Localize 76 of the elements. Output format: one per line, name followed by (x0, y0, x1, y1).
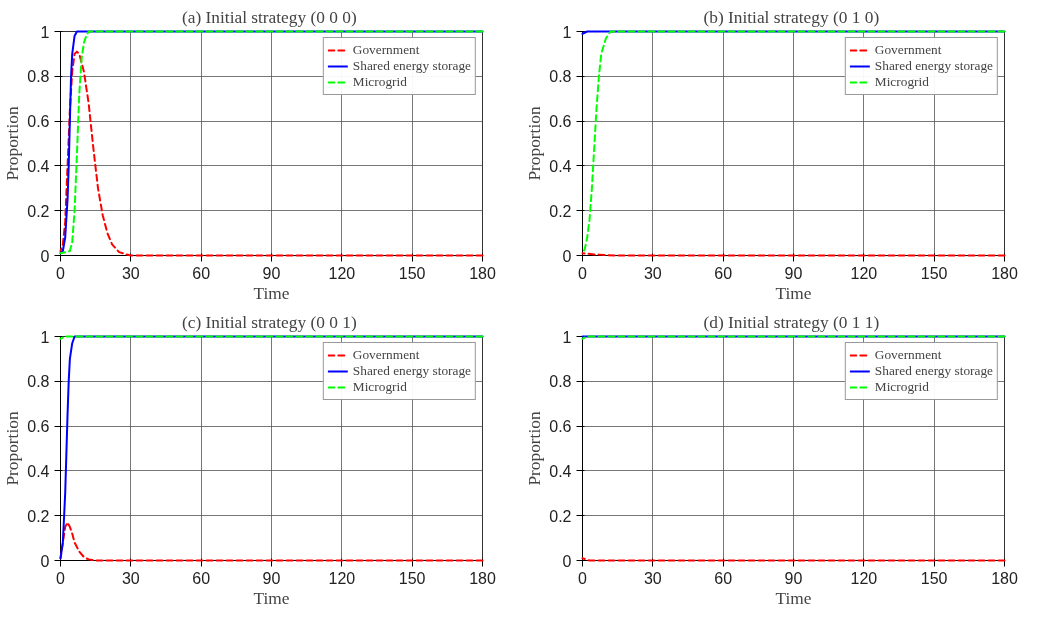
legend-label: Shared energy storage (874, 363, 993, 379)
y-tick-label: 0.6 (549, 418, 572, 436)
chart-title: (a) Initial strategy (0 0 0) (182, 7, 357, 27)
chart-title: (b) Initial strategy (0 1 0) (703, 7, 880, 27)
legend-label: Shared energy storage (352, 58, 471, 74)
y-tick-label: 0.8 (549, 373, 572, 391)
x-axis-title: Time (253, 588, 290, 608)
chart-title: (c) Initial strategy (0 0 1) (182, 312, 357, 332)
x-tick-label: 120 (328, 569, 356, 587)
legend-label: Shared energy storage (874, 58, 993, 74)
y-axis-title: Proportion (3, 106, 23, 181)
x-tick-label: 0 (56, 569, 66, 587)
x-tick-label: 0 (56, 264, 66, 282)
x-tick-label: 90 (784, 264, 803, 282)
x-axis-title: Time (775, 283, 812, 303)
x-tick-label: 150 (398, 569, 426, 587)
y-tick-label: 0.6 (27, 113, 50, 131)
legend-label: Government (352, 347, 420, 363)
legend-label: Government (874, 42, 942, 58)
y-tick-label: 0 (40, 552, 50, 570)
x-tick-label: 150 (920, 569, 948, 587)
y-tick-label: 0.4 (27, 157, 50, 175)
legend-label: Microgrid (352, 74, 407, 90)
x-tick-label: 0 (578, 264, 588, 282)
legend-label: Shared energy storage (352, 363, 471, 379)
x-tick-label: 60 (192, 569, 211, 587)
x-tick-label: 180 (991, 264, 1018, 282)
x-tick-label: 30 (121, 569, 140, 587)
y-tick-label: 0 (562, 552, 572, 570)
x-tick-label: 150 (920, 264, 948, 282)
y-tick-label: 1 (40, 23, 50, 41)
y-tick-label: 0 (562, 247, 572, 265)
x-tick-label: 30 (643, 264, 662, 282)
x-tick-label: 30 (121, 264, 140, 282)
y-tick-label: 0.6 (27, 418, 50, 436)
y-tick-label: 0.2 (27, 507, 50, 525)
x-axis-title: Time (775, 588, 812, 608)
y-tick-label: 1 (40, 328, 50, 346)
y-tick-label: 0.8 (27, 373, 50, 391)
y-tick-label: 0 (40, 247, 50, 265)
x-tick-label: 180 (469, 264, 496, 282)
x-tick-label: 0 (578, 569, 588, 587)
legend-label: Microgrid (352, 379, 407, 395)
y-axis-title: Proportion (525, 411, 545, 486)
x-tick-label: 120 (328, 264, 356, 282)
x-tick-label: 60 (714, 264, 733, 282)
y-axis-title: Proportion (525, 106, 545, 181)
x-tick-label: 180 (469, 569, 496, 587)
x-tick-label: 60 (192, 264, 211, 282)
x-tick-label: 60 (714, 569, 733, 587)
y-tick-label: 0.2 (549, 202, 572, 220)
legend-label: Government (352, 42, 420, 58)
y-tick-label: 1 (562, 23, 572, 41)
y-tick-label: 0.4 (549, 462, 572, 480)
y-axis-title: Proportion (3, 411, 23, 486)
legend-label: Government (874, 347, 942, 363)
chart-title: (d) Initial strategy (0 1 1) (703, 312, 880, 332)
y-tick-label: 0.8 (27, 68, 50, 86)
x-tick-label: 120 (850, 569, 878, 587)
x-tick-label: 120 (850, 264, 878, 282)
y-tick-label: 0.2 (549, 507, 572, 525)
x-tick-label: 90 (784, 569, 803, 587)
legend-label: Microgrid (874, 74, 929, 90)
legend-label: Microgrid (874, 379, 929, 395)
y-tick-label: 1 (562, 328, 572, 346)
x-tick-label: 90 (262, 264, 281, 282)
y-tick-label: 0.2 (27, 202, 50, 220)
y-tick-label: 0.4 (549, 157, 572, 175)
x-tick-label: 30 (643, 569, 662, 587)
y-tick-label: 0.8 (549, 68, 572, 86)
y-tick-label: 0.6 (549, 113, 572, 131)
x-axis-title: Time (253, 283, 290, 303)
x-tick-label: 180 (991, 569, 1018, 587)
y-tick-label: 0.4 (27, 462, 50, 480)
x-tick-label: 90 (262, 569, 281, 587)
x-tick-label: 150 (398, 264, 426, 282)
